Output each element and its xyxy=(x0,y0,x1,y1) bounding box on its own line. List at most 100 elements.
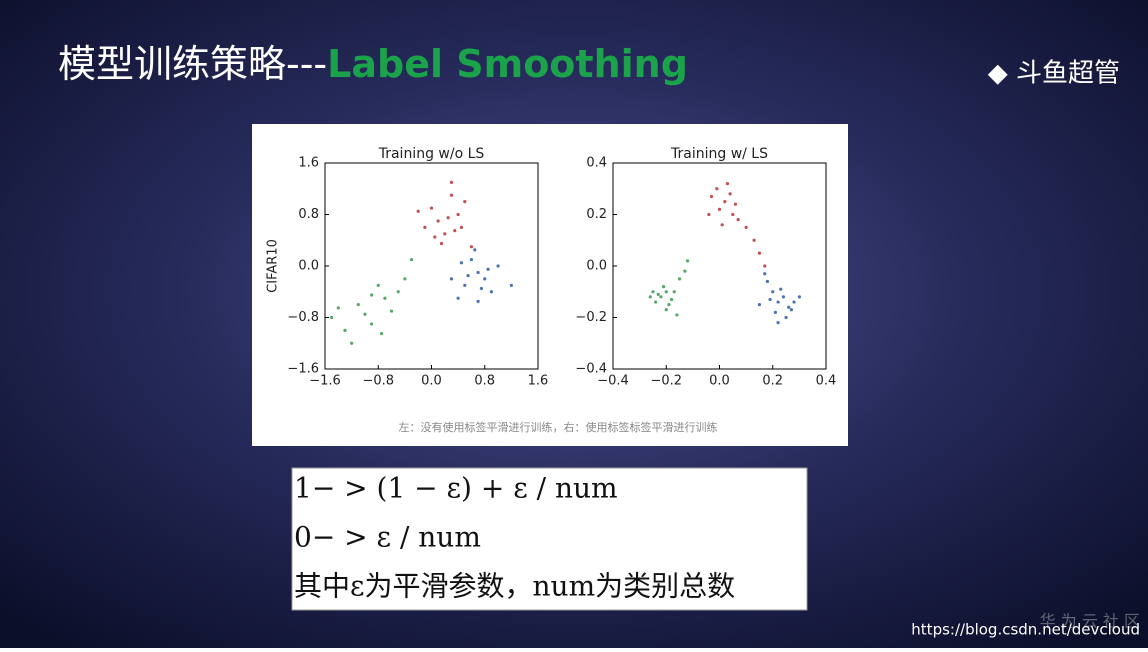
point xyxy=(330,315,334,320)
y-tick-label: 0.0 xyxy=(586,259,607,274)
chart-title: Training w/o LS xyxy=(378,146,485,162)
y-tick-label: 0.4 xyxy=(586,156,607,171)
point xyxy=(496,264,500,268)
point xyxy=(459,225,464,229)
point xyxy=(661,285,666,289)
point xyxy=(685,259,690,263)
title-accent: Label Smoothing xyxy=(327,42,688,86)
point xyxy=(659,295,663,299)
point xyxy=(757,251,762,255)
point xyxy=(776,300,780,304)
point xyxy=(787,305,791,309)
x-tick-label: −1.6 xyxy=(309,374,341,389)
y-tick-label: −0.4 xyxy=(575,362,607,377)
point xyxy=(771,290,775,294)
point xyxy=(664,290,668,294)
point xyxy=(416,209,420,213)
point xyxy=(656,292,660,296)
point xyxy=(797,295,801,299)
point xyxy=(456,212,460,217)
point xyxy=(466,274,470,278)
point xyxy=(776,321,780,325)
point xyxy=(733,202,738,206)
point xyxy=(509,283,513,287)
point xyxy=(429,206,434,210)
y-tick-label: 0.2 xyxy=(586,207,607,222)
point xyxy=(667,303,671,307)
point xyxy=(792,300,796,304)
slide-title: 模型训练策略---Label Smoothing xyxy=(58,42,688,86)
point xyxy=(651,290,655,294)
point xyxy=(489,290,494,294)
point xyxy=(369,293,374,297)
point xyxy=(356,303,360,307)
watermark-url: https://blog.csdn.net/devcloud xyxy=(911,621,1140,639)
point xyxy=(453,228,457,233)
point xyxy=(363,312,367,316)
point xyxy=(707,212,711,217)
point xyxy=(449,180,454,184)
point xyxy=(768,297,772,302)
point xyxy=(443,232,447,236)
point xyxy=(683,269,687,273)
point xyxy=(752,238,756,242)
point xyxy=(664,308,668,312)
point xyxy=(677,277,682,281)
point xyxy=(675,313,679,317)
formula: 1− > (1 − ε) + ε / num 0− > ε / num 其中ε为平滑… xyxy=(294,472,735,603)
x-tick-label: 0.8 xyxy=(474,374,495,389)
point xyxy=(715,187,719,191)
x-tick-label: 0.4 xyxy=(816,374,837,389)
chart-title: Training w/ LS xyxy=(670,146,768,162)
point xyxy=(648,295,652,299)
point xyxy=(654,300,658,304)
point xyxy=(669,297,674,302)
x-tick-label: −0.2 xyxy=(650,374,682,389)
formula-line: 其中ε为平滑参数，num为类别总数 xyxy=(294,570,735,603)
point xyxy=(379,331,384,336)
x-tick-label: 1.6 xyxy=(528,374,549,389)
point xyxy=(456,296,460,300)
point xyxy=(469,257,474,262)
point xyxy=(781,295,786,299)
point xyxy=(449,277,454,281)
point xyxy=(423,225,427,229)
point xyxy=(483,277,487,281)
point xyxy=(672,290,676,294)
watermark-brand: 华 为 云 社 区 xyxy=(1040,612,1140,631)
x-tick-label: −0.4 xyxy=(597,374,629,389)
point xyxy=(723,200,727,204)
point xyxy=(717,207,722,211)
point xyxy=(376,283,380,287)
point xyxy=(763,264,767,268)
point xyxy=(720,223,724,227)
point xyxy=(763,272,767,276)
point xyxy=(486,267,490,271)
point xyxy=(479,286,484,291)
point xyxy=(779,287,783,291)
point xyxy=(728,192,732,196)
x-tick-label: −0.8 xyxy=(362,374,394,389)
point xyxy=(709,194,714,199)
point xyxy=(773,310,778,314)
y-tick-label: −0.8 xyxy=(287,310,319,325)
point xyxy=(463,283,467,287)
point xyxy=(789,308,793,312)
point xyxy=(433,235,437,239)
y-tick-label: 0.0 xyxy=(298,259,319,274)
point xyxy=(476,299,480,304)
point xyxy=(469,245,474,249)
formula-box xyxy=(291,467,808,611)
point xyxy=(459,261,464,265)
charts: Training w/o LS CIFAR10 −1.6 −0.8 0.0 0.8 1.6 −… xyxy=(266,146,837,389)
point xyxy=(473,248,477,252)
point xyxy=(463,200,467,204)
x-tick-label: 0.2 xyxy=(762,374,783,389)
point xyxy=(446,216,450,220)
y-axis-label: CIFAR10 xyxy=(266,239,281,293)
point xyxy=(396,290,400,294)
point xyxy=(350,341,354,345)
figure-caption: 左：没有使用标签平滑进行训练，右：使用标签标签平滑进行训练 xyxy=(399,420,718,434)
x-tick-label: 0.0 xyxy=(709,374,730,389)
